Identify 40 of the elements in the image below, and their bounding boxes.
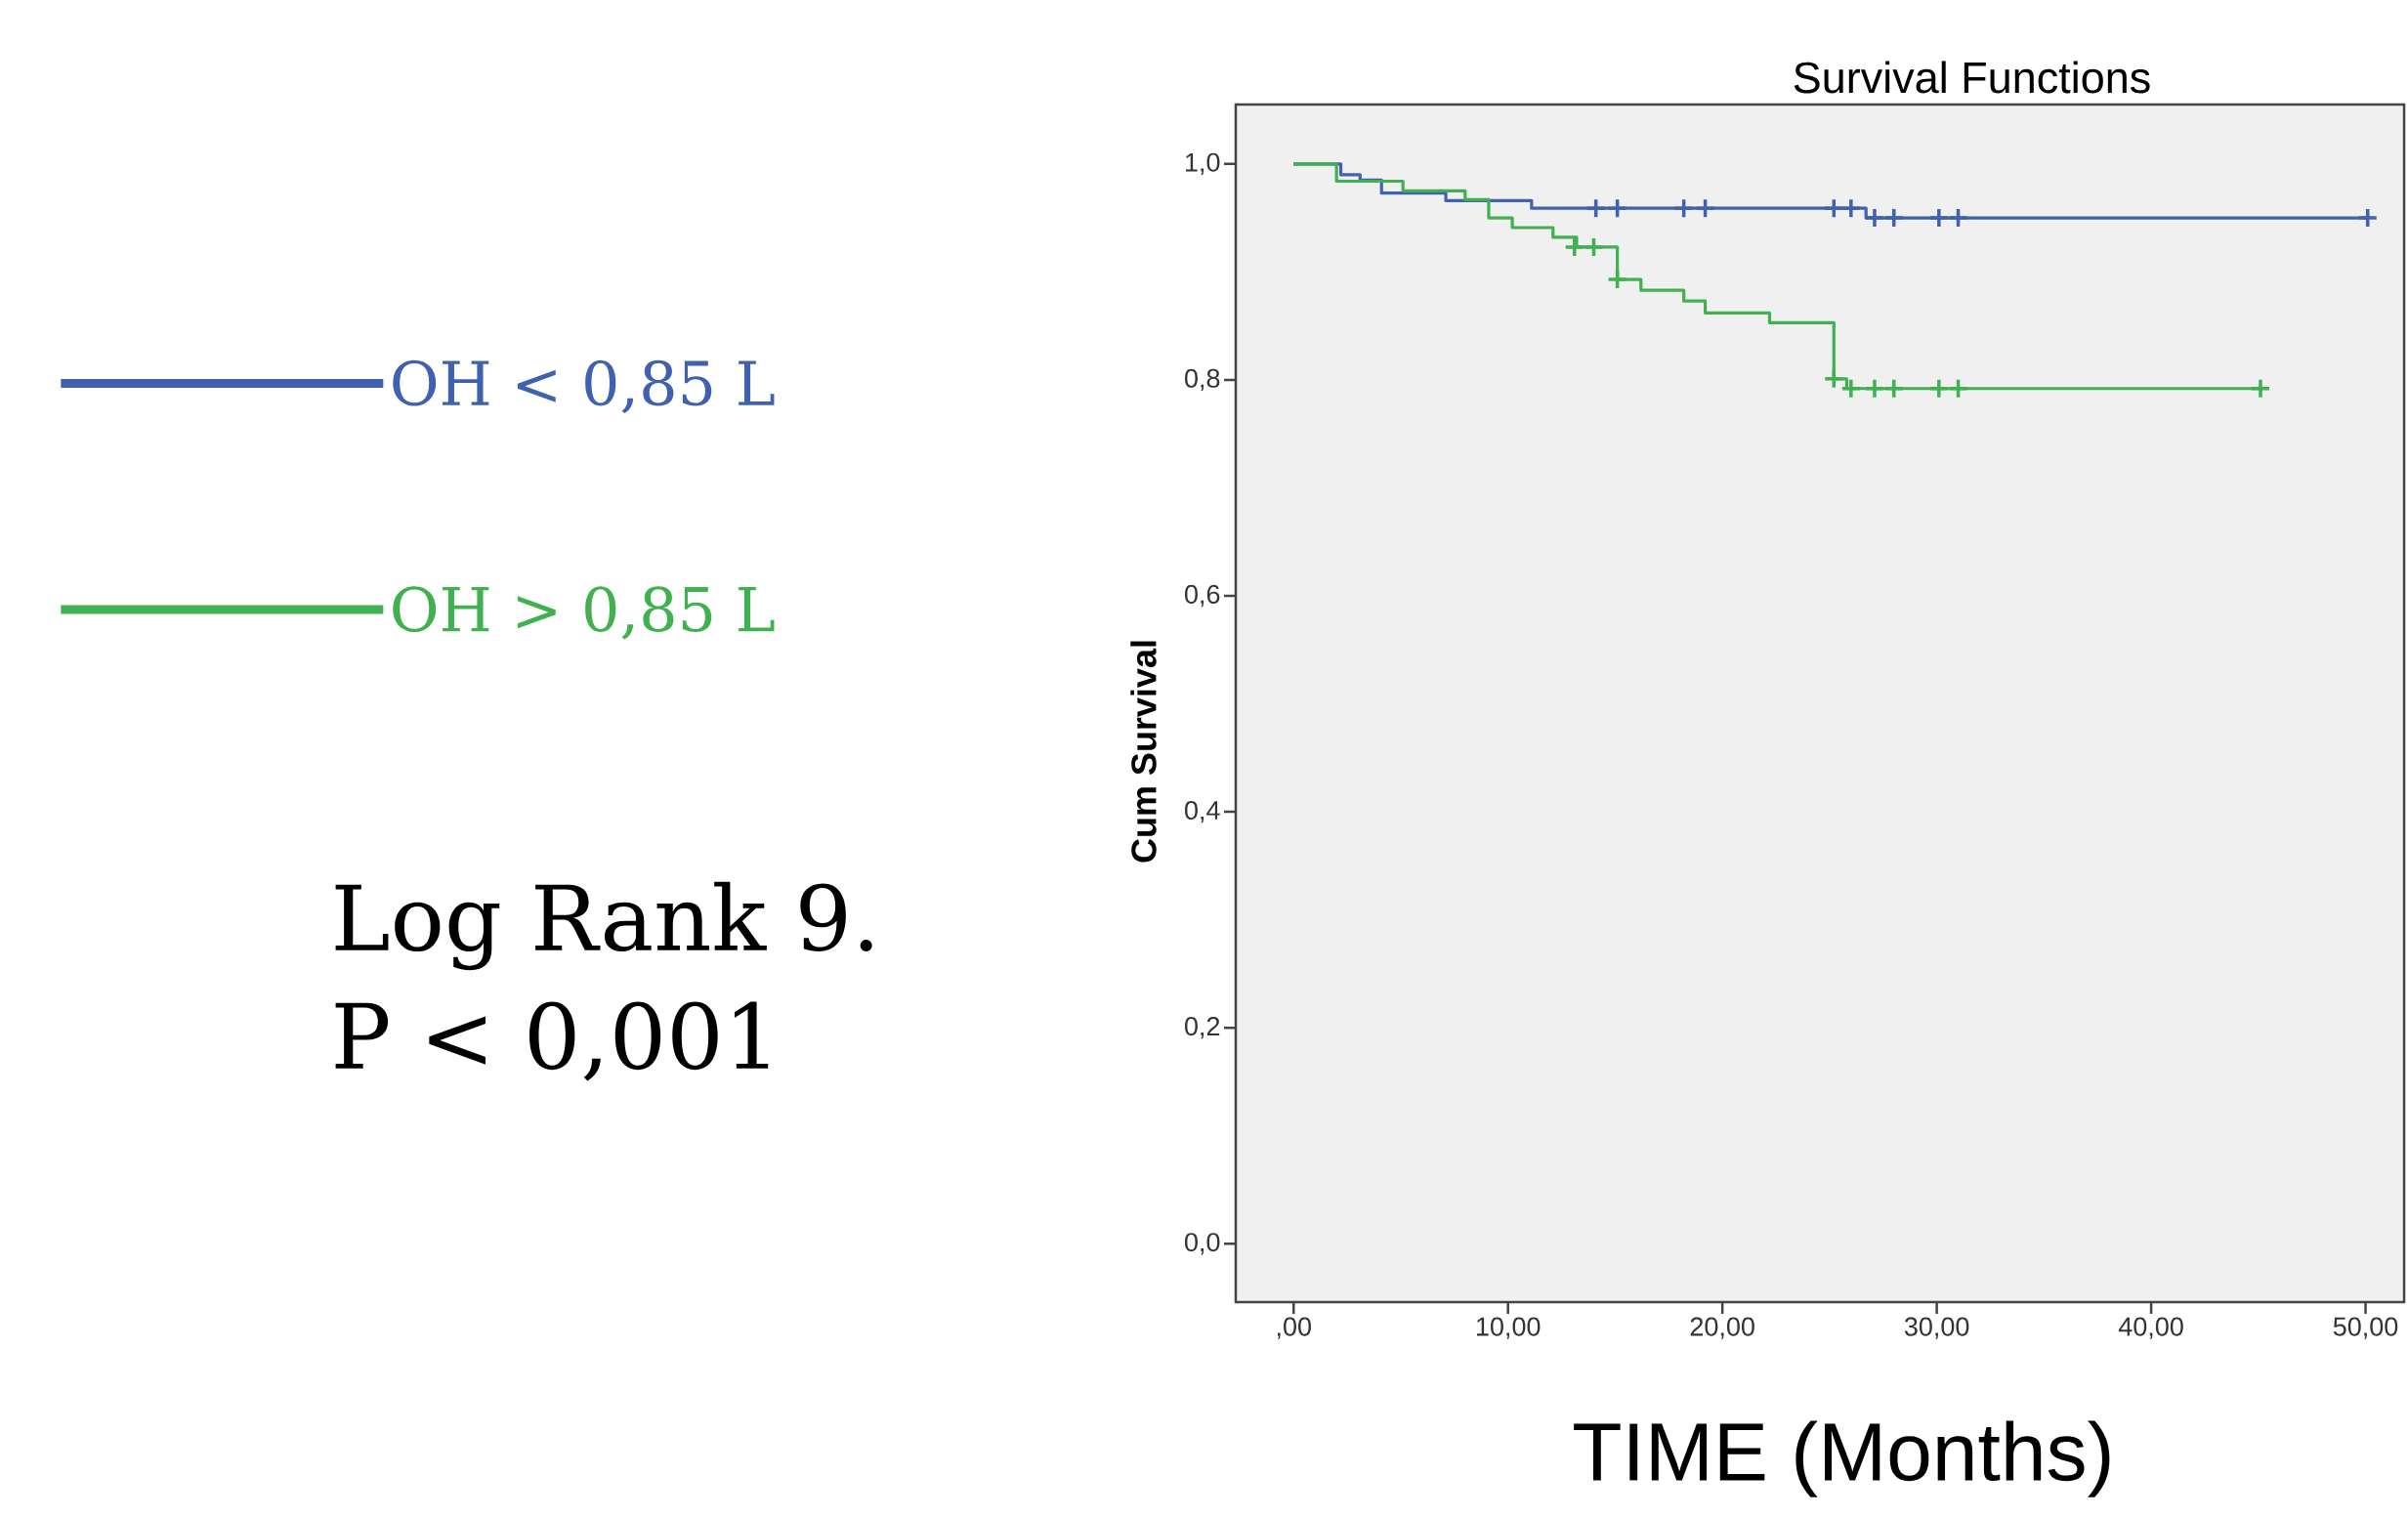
point (2250, 378, 2271, 400)
text: Log Rank 9. (335, 881, 872, 971)
text: OH > 0,85 L (393, 586, 775, 640)
x-tick-label: 30,00 (1904, 1317, 1969, 1339)
y-tick-label: 0,6 (1185, 584, 1220, 608)
point (1928, 207, 1950, 229)
point (1840, 378, 1862, 400)
point (1823, 368, 1845, 390)
y-tick-label: 0,4 (1185, 800, 1220, 823)
point (1947, 378, 1969, 400)
point (1882, 378, 1905, 400)
point (1672, 197, 1695, 219)
point (1882, 207, 1905, 229)
point (1928, 378, 1950, 400)
text: OH < 0,85 L (393, 359, 775, 414)
x-tick-label: 50,00 (2333, 1317, 2398, 1339)
text: P < 0,001 (335, 1001, 769, 1081)
point (1823, 197, 1845, 219)
y-tick-label: 1,0 (1186, 152, 1220, 175)
point (1694, 197, 1716, 219)
point (1864, 378, 1885, 400)
point (2356, 207, 2379, 229)
point (1606, 269, 1628, 290)
y-tick-label: 0,0 (1185, 1233, 1220, 1255)
point (1584, 197, 1607, 219)
x-tick-label: 20,00 (1690, 1317, 1754, 1339)
x-axis-title: TIME (Months) (1574, 1420, 2110, 1497)
point (1583, 236, 1605, 258)
point (1606, 197, 1628, 219)
point (1864, 207, 1885, 229)
y-tick-label: 0,2 (1185, 1017, 1220, 1039)
x-tick-label: 10,00 (1476, 1317, 1541, 1339)
y-axis-title: Cum Survival (1130, 641, 1157, 863)
x-tick-label: 40,00 (2118, 1317, 2183, 1339)
point (1947, 207, 1969, 229)
point (1563, 236, 1585, 258)
point (1840, 197, 1862, 219)
x-tick-label: ,00 (1277, 1317, 1311, 1339)
chart-title: Survival Functions (1794, 61, 2150, 94)
y-tick-label: 0,8 (1185, 368, 1220, 392)
